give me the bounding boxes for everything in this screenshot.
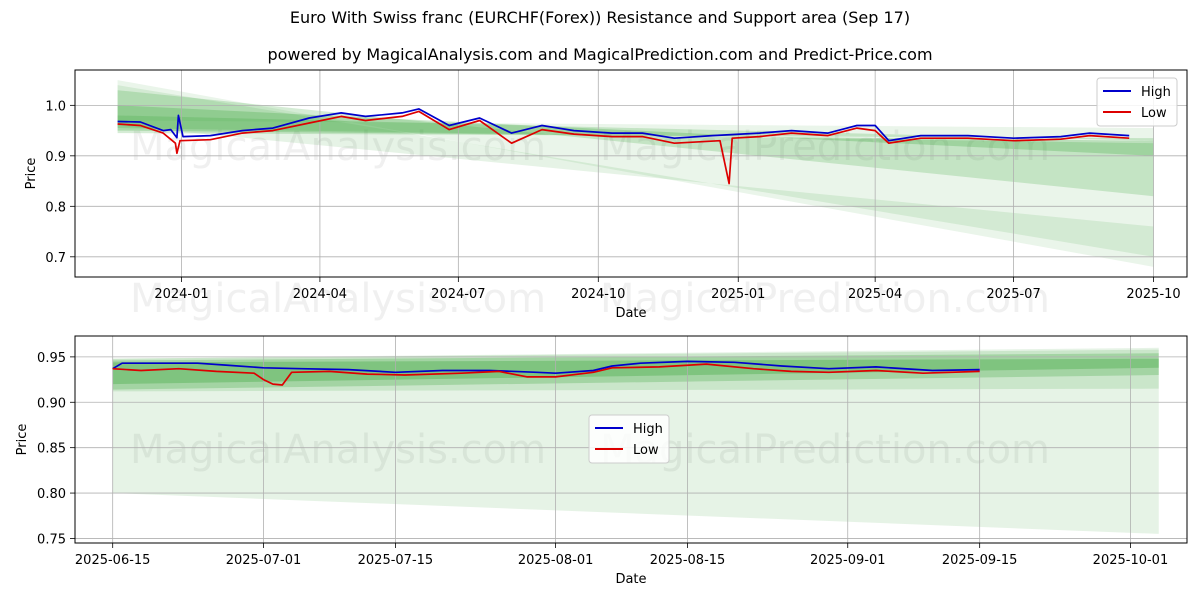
x-tick-label: 2025-08-01 bbox=[518, 553, 594, 568]
watermark-left-mid: MagicalAnalysis.com bbox=[130, 276, 546, 322]
watermark-layer: MagicalAnalysis.com MagicalPrediction.co… bbox=[130, 124, 1050, 473]
watermark-left-top: MagicalAnalysis.com bbox=[130, 124, 546, 170]
legend: High Low bbox=[1096, 77, 1178, 127]
x-tick-label: 2025-06-15 bbox=[75, 553, 151, 568]
high-series-line bbox=[112, 360, 980, 375]
support-resistance-band bbox=[117, 115, 1154, 141]
watermark-right-bottom: MagicalPrediction.com bbox=[600, 427, 1050, 473]
x-tick-label: 2024-10 bbox=[571, 287, 625, 302]
x-tick-label: 2025-09-01 bbox=[810, 553, 886, 568]
bottom-chart: 2025-06-15 2025-07-01 2025-07-15 2025-08-01… bbox=[15, 335, 1188, 587]
support-resistance-band bbox=[117, 90, 1154, 197]
high-series-line bbox=[117, 108, 1130, 142]
x-axis-label: Date bbox=[615, 572, 646, 587]
low-series-line bbox=[117, 110, 1130, 185]
y-tick-label: 1.0 bbox=[45, 99, 66, 114]
x-tick-label: 2025-07-15 bbox=[358, 553, 434, 568]
chart-title: Euro With Swiss franc (EURCHF(Forex)) Re… bbox=[289, 8, 911, 27]
y-tick-label: 0.80 bbox=[37, 487, 66, 502]
support-resistance-band bbox=[112, 353, 1159, 390]
top-chart: 2024-01 2024-04 2024-07 2024-10 2025-01 2025-… bbox=[24, 69, 1188, 321]
y-tick-label: 0.9 bbox=[45, 150, 66, 165]
plot-frame bbox=[74, 69, 1188, 278]
x-tick-label: 2025-04 bbox=[848, 287, 902, 302]
legend-label-low: Low bbox=[633, 443, 659, 458]
legend-label-low: Low bbox=[1141, 106, 1167, 121]
chart-subtitle: powered by MagicalAnalysis.com and Magic… bbox=[267, 45, 933, 64]
x-tick-label: 2025-08-15 bbox=[650, 553, 726, 568]
watermark-right-top: MagicalPrediction.com bbox=[600, 124, 1050, 170]
y-tick-label: 0.75 bbox=[37, 532, 66, 547]
legend: High Low bbox=[588, 414, 670, 464]
x-tick-label: 2024-01 bbox=[154, 287, 208, 302]
x-tick-label: 2025-10 bbox=[1126, 287, 1180, 302]
y-tick-label: 0.95 bbox=[37, 351, 66, 366]
x-axis-label: Date bbox=[615, 306, 646, 321]
y-axis-label: Price bbox=[24, 158, 39, 190]
low-series-line bbox=[112, 363, 980, 386]
support-resistance-band bbox=[117, 85, 1154, 257]
y-axis-label: Price bbox=[15, 424, 30, 456]
x-tick-label: 2024-07 bbox=[431, 287, 485, 302]
legend-label-high: High bbox=[633, 422, 663, 437]
y-tick-label: 0.8 bbox=[45, 200, 66, 215]
watermark-left-bottom: MagicalAnalysis.com bbox=[130, 427, 546, 473]
support-resistance-band bbox=[112, 349, 1159, 392]
watermark-right-mid: MagicalPrediction.com bbox=[600, 276, 1050, 322]
x-tick-label: 2025-01 bbox=[711, 287, 765, 302]
legend-label-high: High bbox=[1141, 85, 1171, 100]
y-tick-label: 0.7 bbox=[45, 251, 66, 266]
support-resistance-band bbox=[117, 80, 1154, 267]
y-tick-label: 0.85 bbox=[37, 442, 66, 457]
support-resistance-band bbox=[112, 358, 1159, 385]
x-tick-label: 2025-09-15 bbox=[942, 553, 1018, 568]
x-tick-label: 2025-07-01 bbox=[226, 553, 302, 568]
support-resistance-band bbox=[117, 105, 1154, 156]
y-tick-label: 0.90 bbox=[37, 396, 66, 411]
x-tick-label: 2025-07 bbox=[986, 287, 1040, 302]
plot-frame bbox=[74, 335, 1188, 544]
x-tick-label: 2024-04 bbox=[293, 287, 347, 302]
x-tick-label: 2025-10-01 bbox=[1093, 553, 1169, 568]
